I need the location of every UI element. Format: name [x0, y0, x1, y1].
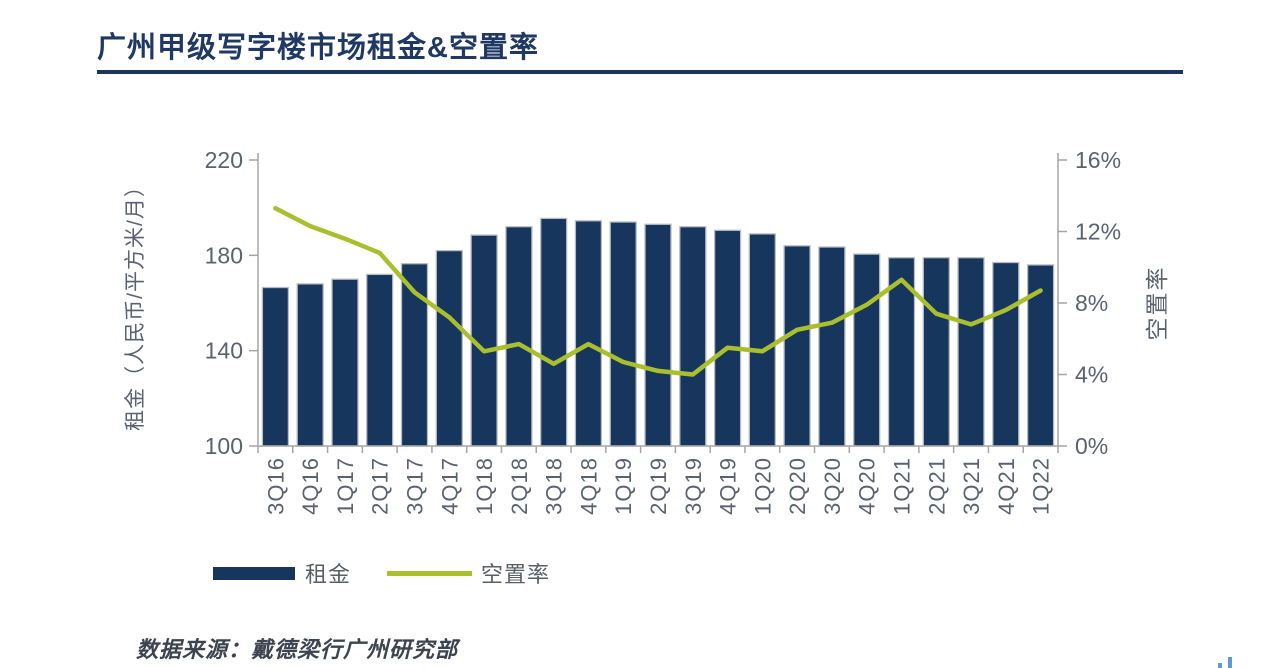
rent-bar-2Q18 — [505, 226, 533, 447]
right-axis-tick-label: 8% — [1075, 290, 1108, 316]
left-axis-tick-label: 140 — [205, 338, 243, 364]
rent-bar-3Q21 — [957, 257, 985, 447]
x-tick-label: 3Q21 — [959, 457, 984, 515]
rent-bar-1Q18 — [470, 234, 498, 447]
rent-bar-3Q18 — [540, 217, 568, 447]
x-tick-label: 3Q16 — [263, 457, 288, 515]
left-axis-tick-label: 220 — [205, 147, 243, 173]
rent-bar-1Q19 — [609, 221, 637, 447]
legend-vacancy-swatch — [387, 570, 473, 576]
right-axis-tick-label: 4% — [1075, 362, 1108, 388]
rent-bar-3Q16 — [261, 286, 290, 447]
rent-bar-2Q17 — [366, 273, 394, 447]
left-axis-title: 租金（人民币/平方米/月） — [124, 175, 147, 431]
cutoff-artifact — [1218, 663, 1222, 668]
x-tick-label: 3Q20 — [820, 457, 845, 515]
left-axis-tick-label: 180 — [205, 242, 243, 268]
legend-vacancy-label: 空置率 — [481, 562, 551, 587]
x-tick-label: 1Q20 — [750, 457, 775, 515]
x-tick-label: 3Q18 — [542, 457, 567, 515]
x-tick-label: 2Q18 — [507, 457, 532, 515]
rent-bar-1Q20 — [748, 233, 776, 447]
rent-bar-4Q16 — [296, 283, 324, 447]
cutoff-artifact — [1228, 657, 1232, 668]
vacancy-line — [273, 206, 1043, 377]
right-axis-tick-label: 12% — [1075, 219, 1121, 245]
x-tick-label: 1Q22 — [1029, 457, 1054, 515]
x-tick-label: 4Q19 — [716, 457, 741, 515]
x-tick-label: 1Q18 — [472, 457, 497, 515]
x-tick-label: 2Q19 — [646, 457, 671, 515]
rent-bar-4Q21 — [992, 261, 1020, 447]
x-tick-label: 2Q20 — [785, 457, 810, 515]
right-axis-tick-label: 0% — [1075, 433, 1108, 459]
rent-bar-4Q20 — [853, 253, 881, 447]
x-tick-label: 4Q20 — [855, 457, 880, 515]
rent-bar-2Q19 — [644, 223, 672, 447]
x-tick-label: 2Q17 — [368, 457, 393, 515]
chart-title: 广州甲级写字楼市场租金&空置率 — [97, 32, 539, 64]
x-tick-label: 1Q17 — [333, 457, 358, 515]
x-tick-label: 1Q19 — [611, 457, 636, 515]
rent-bar-4Q19 — [713, 229, 742, 447]
legend-rent-swatch — [213, 566, 295, 580]
x-tick-label: 1Q21 — [890, 457, 915, 515]
x-tick-label: 3Q19 — [681, 457, 706, 515]
x-tick-label: 4Q21 — [994, 457, 1019, 515]
legend-rent-label: 租金 — [305, 562, 352, 587]
x-tick-label: 2Q21 — [924, 457, 949, 515]
title-underline — [97, 70, 1183, 74]
data-source-note: 数据来源：戴德梁行广州研究部 — [136, 637, 459, 662]
left-axis-tick-label: 100 — [205, 433, 243, 459]
chart-legend: 租金 空置率 — [213, 560, 551, 587]
x-tick-label: 3Q17 — [403, 457, 428, 515]
x-tick-label: 4Q17 — [437, 457, 462, 515]
right-axis-tick-label: 16% — [1075, 147, 1121, 173]
x-tick-label: 4Q18 — [576, 457, 601, 515]
rent-bar-2Q21 — [922, 257, 950, 447]
right-axis-title: 空置率 — [1144, 266, 1170, 341]
x-tick-label: 4Q16 — [298, 457, 323, 515]
rent-bar-3Q19 — [679, 226, 707, 447]
rent-bar-4Q18 — [574, 220, 603, 447]
rent-bar-1Q17 — [331, 278, 359, 447]
rent-bar-2Q20 — [783, 245, 811, 447]
rent-bar-4Q17 — [435, 249, 463, 447]
rent-bar-3Q20 — [818, 246, 846, 447]
